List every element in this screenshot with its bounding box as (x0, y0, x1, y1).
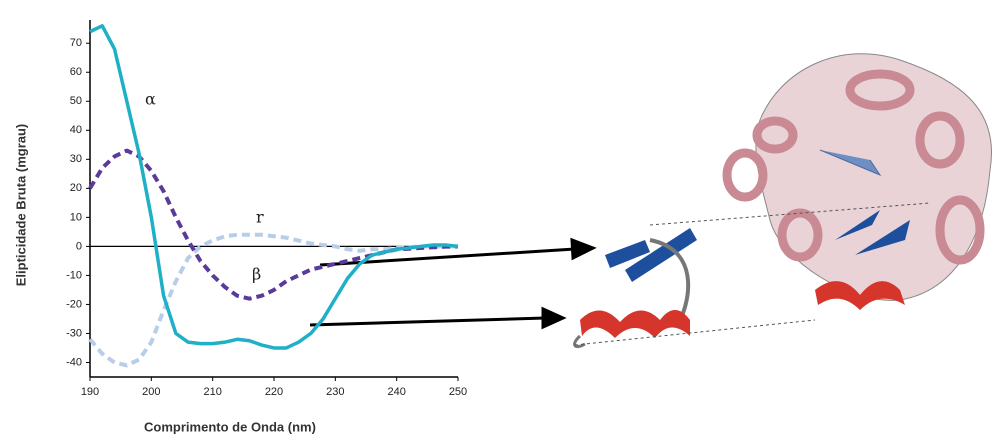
protein-illustration (310, 54, 992, 347)
chart: Comprimento de Onda (nm) Elipticidade Br… (0, 0, 1003, 438)
x-tick-label: 230 (326, 386, 344, 398)
x-tick-label: 200 (142, 386, 160, 398)
series-line (90, 235, 458, 366)
y-tick-label: -30 (66, 327, 82, 339)
series-label: β (252, 265, 261, 284)
page: {"chart_data": {"type": "line", "x_label… (0, 0, 1003, 443)
y-tick-label: 40 (70, 124, 82, 136)
y-axis-title: Elipticidade Bruta (mgrau) (13, 124, 28, 287)
x-tick-label: 190 (81, 386, 99, 398)
x-axis-title: Comprimento de Onda (nm) (144, 419, 316, 434)
y-tick-label: 30 (70, 153, 82, 165)
x-tick-label: 250 (449, 386, 467, 398)
y-tick-label: 10 (70, 211, 82, 223)
series-line (90, 151, 458, 299)
x-tick-label: 210 (203, 386, 221, 398)
y-tick-label: 50 (70, 95, 82, 107)
series-line (90, 26, 458, 348)
y-tick-label: 60 (70, 66, 82, 78)
y-tick-label: 70 (70, 37, 82, 49)
x-tick-label: 240 (387, 386, 405, 398)
x-tick-label: 220 (265, 386, 283, 398)
y-tick-label: -10 (66, 269, 82, 281)
series-label: α (145, 90, 156, 109)
y-tick-label: 0 (76, 240, 82, 252)
y-tick-label: 20 (70, 182, 82, 194)
series-label: r (256, 208, 264, 227)
y-tick-label: -20 (66, 298, 82, 310)
y-tick-label: -40 (66, 356, 82, 368)
